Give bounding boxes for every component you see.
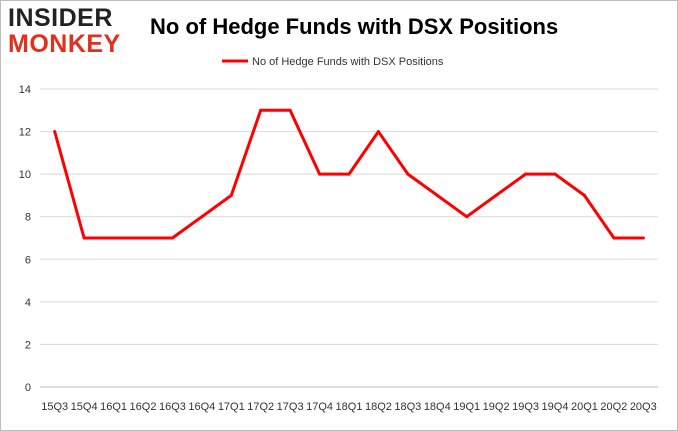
x-tick-label: 17Q3 (277, 401, 304, 413)
data-point (376, 130, 380, 134)
x-tick-label: 17Q4 (306, 401, 333, 413)
y-tick-label: 12 (19, 127, 31, 139)
data-point (170, 236, 174, 240)
x-tick-label: 18Q4 (424, 401, 451, 413)
x-tick-label: 18Q3 (394, 401, 421, 413)
x-tick-label: 17Q2 (247, 401, 274, 413)
insider-monkey-logo: INSIDER MONKEY (8, 6, 128, 57)
data-point (641, 236, 645, 240)
data-point (141, 236, 145, 240)
y-tick-label: 6 (25, 254, 31, 266)
data-point (288, 108, 292, 112)
y-tick-label: 4 (25, 297, 31, 309)
y-tick-label: 8 (25, 212, 31, 224)
data-point (553, 172, 557, 176)
data-point (259, 108, 263, 112)
x-tick-label: 20Q2 (600, 401, 627, 413)
x-tick-label: 19Q4 (542, 401, 569, 413)
data-point (229, 193, 233, 197)
x-tick-label: 16Q1 (100, 401, 127, 413)
x-tick-label: 20Q3 (630, 401, 657, 413)
y-tick-label: 14 (19, 84, 31, 96)
data-point (494, 193, 498, 197)
x-tick-label: 16Q3 (159, 401, 186, 413)
x-tick-label: 19Q2 (483, 401, 510, 413)
y-tick-label: 10 (19, 169, 31, 181)
data-point (112, 236, 116, 240)
data-point (612, 236, 616, 240)
legend-label: No of Hedge Funds with DSX Positions (252, 56, 444, 68)
logo-line-1: INSIDER (8, 4, 113, 32)
x-tick-label: 19Q1 (453, 401, 480, 413)
x-tick-label: 15Q4 (71, 401, 98, 413)
y-tick-label: 0 (25, 382, 31, 394)
x-tick-label: 16Q2 (130, 401, 157, 413)
x-tick-label: 17Q1 (218, 401, 245, 413)
x-tick-label: 16Q4 (188, 401, 215, 413)
logo-line-2: MONKEY (8, 30, 121, 58)
data-point (200, 215, 204, 219)
x-tick-label: 19Q3 (512, 401, 539, 413)
data-point (318, 172, 322, 176)
x-tick-label: 18Q1 (336, 401, 363, 413)
x-tick-label: 20Q1 (571, 401, 598, 413)
chart-title: No of Hedge Funds with DSX Positions (150, 14, 559, 39)
data-point (347, 172, 351, 176)
y-tick-label: 2 (25, 339, 31, 351)
data-point (406, 172, 410, 176)
data-point (582, 193, 586, 197)
data-point (53, 130, 57, 134)
data-point (465, 215, 469, 219)
data-point (82, 236, 86, 240)
data-point (435, 193, 439, 197)
data-point (524, 172, 528, 176)
x-tick-label: 15Q3 (41, 401, 68, 413)
x-tick-label: 18Q2 (365, 401, 392, 413)
